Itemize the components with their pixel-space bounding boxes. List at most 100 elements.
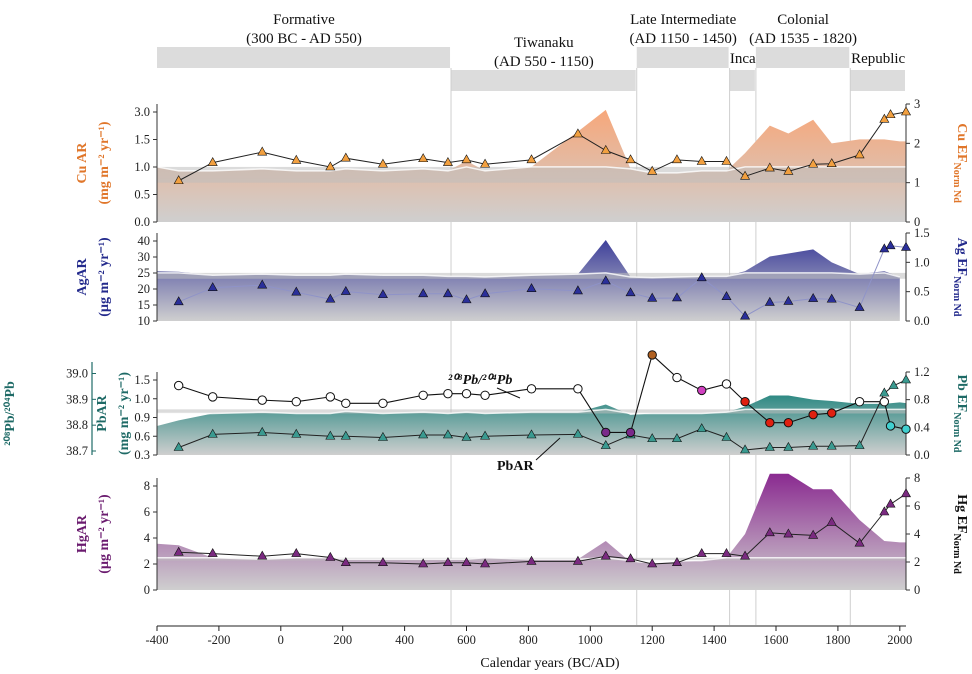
ar-marker — [461, 431, 472, 441]
ar-marker — [418, 153, 429, 163]
ar-marker — [900, 106, 912, 116]
right-axis-title: Ag EFNorm Nd — [951, 238, 969, 317]
ar-marker — [173, 296, 184, 306]
ar-marker — [783, 165, 794, 175]
period-name: Colonial — [777, 12, 829, 28]
ar-marker — [625, 287, 636, 297]
ar-marker — [526, 283, 537, 292]
isotope-tick-label: 38.7 — [66, 444, 88, 458]
left-axis-title: AgAR — [75, 257, 90, 295]
ar-marker — [826, 158, 837, 167]
isotope-tick-label: 39.0 — [66, 367, 88, 381]
left-tick-label: 3.0 — [134, 105, 150, 119]
panel-ag: 0.0 0.5 1.0 1.5 10 15 20 25 30 40 AgAR (µg m⁻² yr⁻¹… — [75, 226, 969, 328]
ar-marker — [808, 158, 819, 168]
isotope-tick-label: 38.8 — [66, 418, 88, 432]
right-tick-label: 0.4 — [914, 420, 930, 434]
isotope-line — [178, 353, 907, 433]
left-tick-label: 0.5 — [134, 188, 150, 202]
isotope-axis-title: ²⁰⁸Pb/²⁰⁴Pb — [3, 381, 18, 446]
ar-marker — [257, 426, 268, 436]
left-tick-label: 30 — [138, 250, 151, 264]
ar-marker — [647, 292, 658, 302]
ar-marker — [764, 441, 775, 451]
ar-marker — [808, 529, 819, 539]
period-range: (AD 1535 - 1820) — [749, 31, 857, 47]
isotope-tick-label: 38.9 — [66, 392, 88, 406]
right-tick-label: 0 — [914, 215, 920, 229]
ar-line-hg — [178, 493, 907, 565]
ar-marker — [671, 292, 682, 302]
isotope-marker — [808, 409, 818, 420]
isotope-marker — [461, 388, 472, 399]
isotope-marker — [291, 397, 301, 407]
ar-marker — [377, 158, 388, 168]
isotope-marker — [879, 397, 890, 407]
left-axis-title: PbAR — [95, 394, 110, 431]
ar-marker — [257, 279, 268, 289]
x-tick-label: 0 — [278, 633, 284, 647]
left-tick-label: 0.0 — [134, 215, 150, 229]
ar-marker — [764, 162, 775, 172]
ar-marker — [480, 558, 491, 568]
ar-marker — [377, 431, 388, 441]
ar-marker — [600, 550, 611, 560]
right-axis-title: Cu EFNorm Nd — [951, 123, 969, 203]
ar-marker — [442, 429, 453, 439]
ar-marker — [291, 428, 302, 438]
right-tick-label: 1.5 — [914, 226, 930, 240]
isotope-marker — [257, 395, 267, 405]
right-tick-label: 3 — [914, 97, 920, 111]
isotope-marker — [765, 418, 775, 428]
left-tick-label: 1.0 — [134, 392, 150, 406]
left-axis-unit: (µg m⁻² yr⁻¹) — [97, 494, 112, 574]
ef-area-ag — [157, 240, 900, 321]
ar-marker — [377, 289, 388, 299]
ar-marker — [207, 547, 218, 557]
ar-marker — [207, 282, 218, 292]
ar-marker — [480, 430, 491, 440]
x-tick-label: 1800 — [825, 633, 850, 647]
isotope-marker — [601, 427, 611, 438]
ar-marker — [418, 429, 429, 439]
ar-marker — [572, 285, 583, 295]
left-tick-label: 2 — [144, 557, 150, 571]
ar-marker — [325, 551, 336, 561]
period-name: Formative — [273, 12, 335, 28]
ar-marker — [854, 440, 865, 449]
isotope-marker — [480, 390, 490, 400]
isotope-marker — [885, 421, 896, 431]
ar-marker — [740, 170, 751, 180]
ar-marker — [526, 555, 537, 565]
x-tick-label: 400 — [395, 633, 414, 647]
left-tick-label: 0 — [144, 583, 150, 597]
isotope-marker — [208, 392, 218, 402]
isotope-marker — [625, 427, 636, 438]
ar-marker — [600, 144, 611, 154]
ar-marker — [696, 272, 707, 282]
left-axis-unit: (mg m⁻² yr⁻¹) — [97, 121, 112, 204]
ar-marker — [291, 547, 302, 557]
ar-marker — [826, 516, 837, 526]
ar-marker — [764, 296, 775, 306]
ar-marker — [257, 146, 268, 156]
left-tick-label: 15 — [138, 298, 151, 312]
ar-marker — [526, 154, 537, 164]
ar-marker — [442, 156, 453, 166]
ar-marker — [572, 128, 583, 138]
isotope-marker — [697, 385, 707, 396]
panel-cu: 0 1 2 3 0.0 0.5 1.0 1.5 3.0 Cu AR (mg m⁻² yr⁻¹) Cu … — [75, 97, 969, 229]
ar-marker — [854, 537, 865, 547]
ar-marker — [325, 430, 336, 440]
annotation-arrow — [496, 387, 521, 399]
ar-marker — [783, 528, 794, 538]
period-bar — [850, 70, 905, 91]
right-axis-title: Hg EFNorm Nd — [951, 494, 969, 574]
left-tick-label: 1.5 — [134, 133, 150, 147]
x-axis: -400 -200 0 200 400 600 800 1000 1200 1400 1600 180… — [146, 625, 912, 647]
ar-marker — [173, 175, 184, 185]
ar-marker — [721, 547, 732, 557]
ar-line-cu — [178, 111, 907, 182]
ar-marker — [885, 240, 896, 250]
